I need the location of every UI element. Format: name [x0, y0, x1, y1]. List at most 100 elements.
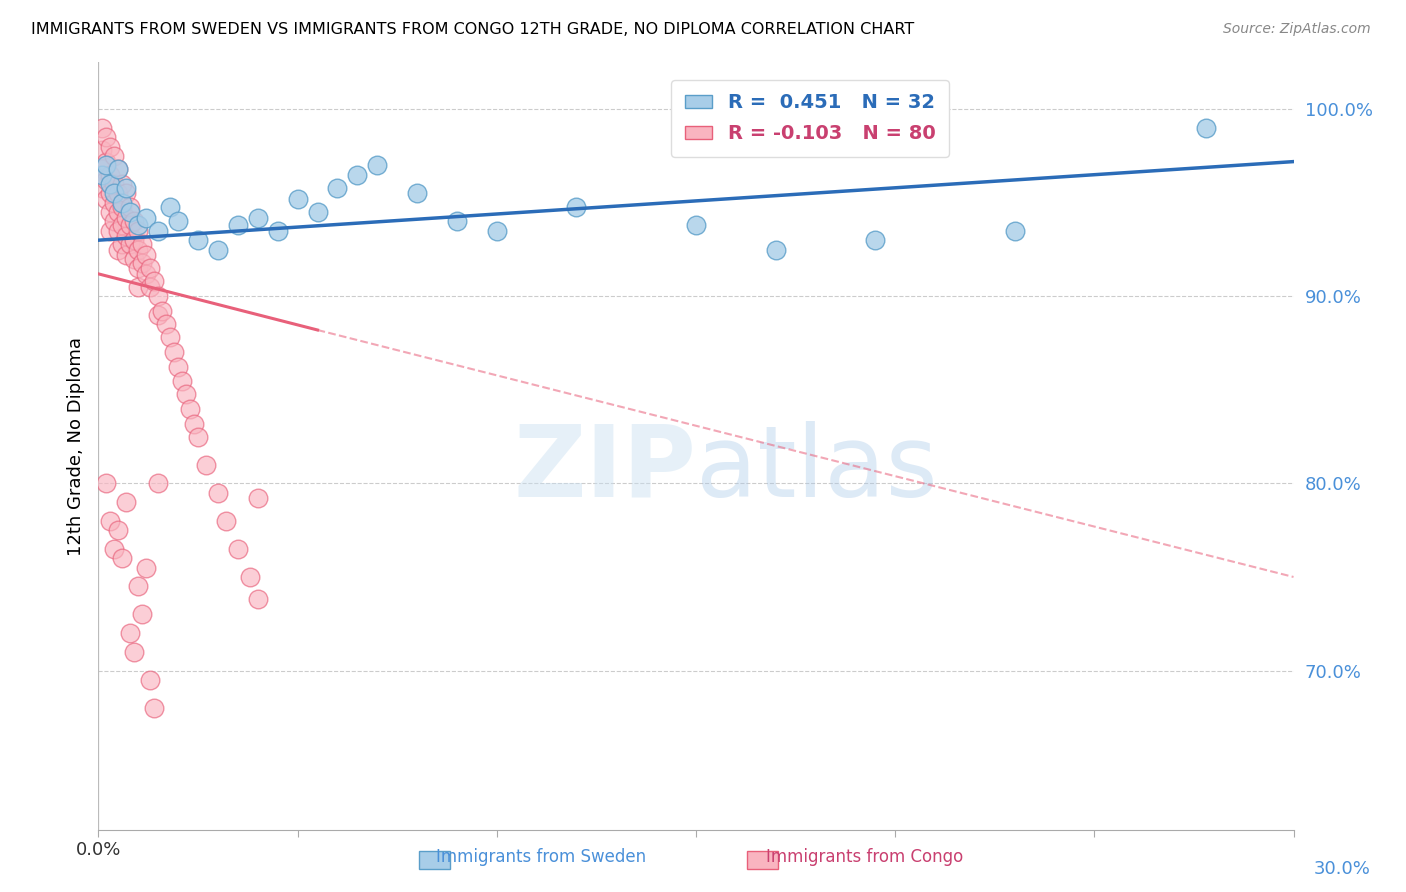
Point — [159, 200, 181, 214]
Point — [187, 233, 209, 247]
Point — [107, 162, 129, 177]
Point — [267, 224, 290, 238]
Point — [91, 168, 114, 182]
Point — [179, 401, 201, 416]
Point — [135, 560, 157, 574]
Point — [115, 181, 138, 195]
Point — [207, 485, 229, 500]
Point — [174, 386, 197, 401]
Point — [111, 195, 134, 210]
Text: Immigrants from Sweden: Immigrants from Sweden — [436, 847, 647, 865]
Point — [565, 200, 588, 214]
Point — [103, 541, 125, 556]
Point — [446, 214, 468, 228]
Point — [406, 186, 429, 201]
Point — [207, 243, 229, 257]
Point — [139, 280, 162, 294]
Point — [127, 261, 149, 276]
Point — [246, 592, 269, 607]
Point — [91, 120, 114, 135]
Point — [131, 607, 153, 622]
Point — [98, 186, 122, 201]
Point — [226, 218, 249, 232]
Point — [326, 181, 349, 195]
Point — [115, 495, 138, 509]
Point — [111, 551, 134, 566]
Point — [183, 417, 205, 431]
Point — [120, 626, 142, 640]
Point — [139, 261, 162, 276]
Point — [131, 236, 153, 251]
Point — [111, 236, 134, 251]
Point — [96, 130, 118, 145]
Point — [124, 645, 146, 659]
Point — [115, 186, 138, 201]
Point — [91, 181, 114, 195]
Point — [115, 248, 138, 262]
Point — [246, 491, 269, 506]
Point — [107, 205, 129, 219]
Point — [96, 154, 118, 169]
Point — [107, 162, 129, 177]
Point — [155, 318, 177, 332]
Point — [98, 224, 122, 238]
Point — [239, 570, 262, 584]
Point — [127, 579, 149, 593]
Text: IMMIGRANTS FROM SWEDEN VS IMMIGRANTS FROM CONGO 12TH GRADE, NO DIPLOMA CORRELATI: IMMIGRANTS FROM SWEDEN VS IMMIGRANTS FRO… — [31, 22, 914, 37]
Point — [124, 233, 146, 247]
Point — [1004, 224, 1026, 238]
Point — [111, 200, 134, 214]
Point — [148, 308, 170, 322]
Point — [187, 430, 209, 444]
Point — [120, 218, 142, 232]
Point — [765, 243, 787, 257]
Point — [107, 243, 129, 257]
Point — [120, 205, 142, 219]
Text: Source: ZipAtlas.com: Source: ZipAtlas.com — [1223, 22, 1371, 37]
Point — [131, 255, 153, 269]
Point — [107, 523, 129, 537]
Point — [124, 214, 146, 228]
Text: atlas: atlas — [696, 420, 938, 517]
Point — [148, 476, 170, 491]
Point — [96, 476, 118, 491]
Point — [98, 139, 122, 153]
Point — [215, 514, 238, 528]
Point — [103, 177, 125, 191]
Point — [98, 205, 122, 219]
Point — [226, 541, 249, 556]
Text: Immigrants from Congo: Immigrants from Congo — [766, 847, 963, 865]
Point — [103, 195, 125, 210]
Point — [127, 280, 149, 294]
Point — [103, 186, 125, 201]
Bar — [747, 851, 778, 869]
Point — [159, 330, 181, 344]
Point — [120, 236, 142, 251]
Point — [127, 218, 149, 232]
Point — [307, 205, 329, 219]
Point — [135, 267, 157, 281]
Point — [98, 168, 122, 182]
Point — [96, 192, 118, 206]
Point — [107, 224, 129, 238]
Point — [111, 177, 134, 191]
Point — [346, 168, 368, 182]
Point — [143, 701, 166, 715]
Point — [96, 158, 118, 172]
Point — [485, 224, 508, 238]
Bar — [419, 851, 450, 869]
Point — [143, 274, 166, 288]
Point — [98, 514, 122, 528]
Text: ZIP: ZIP — [513, 420, 696, 517]
Point — [150, 304, 173, 318]
Point — [172, 374, 194, 388]
Point — [135, 248, 157, 262]
Point — [107, 186, 129, 201]
Point — [195, 458, 218, 472]
Point — [111, 218, 134, 232]
Point — [1195, 120, 1218, 135]
Point — [865, 233, 887, 247]
Point — [127, 243, 149, 257]
Point — [167, 214, 190, 228]
Point — [135, 211, 157, 225]
